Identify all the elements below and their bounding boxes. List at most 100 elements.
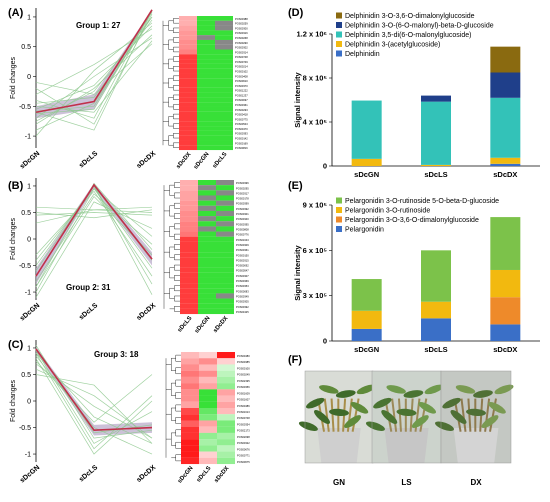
heatmap-cell bbox=[215, 111, 233, 117]
bar-segment bbox=[421, 318, 451, 341]
heatmap-cell bbox=[199, 401, 217, 409]
heatmap-row-label: POS00092 bbox=[236, 264, 249, 268]
heatmap-cell bbox=[181, 370, 199, 377]
heatmap-cell bbox=[215, 59, 233, 64]
orchid-leaf bbox=[418, 401, 437, 414]
orchid-leaf bbox=[455, 385, 476, 394]
heatmap-cell bbox=[216, 195, 234, 201]
x-tick-label: sDcLS bbox=[424, 170, 447, 179]
heatmap-row-label: POS00392 bbox=[236, 207, 249, 211]
heatmap-cell bbox=[215, 16, 233, 21]
heatmap-row-label: POS00340 bbox=[236, 217, 249, 221]
heatmap-cell bbox=[197, 111, 215, 117]
heatmap-cell bbox=[215, 135, 233, 141]
heatmap-row-label: POS02173 bbox=[237, 429, 250, 433]
heatmap-cell bbox=[179, 68, 197, 74]
bar-segment bbox=[490, 269, 521, 298]
orchid-leaf bbox=[381, 410, 398, 424]
legend-swatch bbox=[336, 207, 342, 213]
heatmap-cell bbox=[197, 39, 215, 45]
heatmap-row-label: POS00816 bbox=[235, 146, 248, 150]
group-label: Group 3: 18 bbox=[94, 350, 139, 359]
heatmap-row-label: POS00392 bbox=[236, 305, 249, 309]
x-tick-label: sDcDX bbox=[493, 345, 517, 354]
heatmap-column-label: sDcGN bbox=[194, 315, 211, 334]
heatmap-cell bbox=[198, 241, 216, 248]
heatmap-cell bbox=[215, 73, 233, 79]
heatmap-cell bbox=[179, 97, 197, 103]
heatmap-cell bbox=[197, 145, 215, 151]
heatmap-row-label: POS00290 bbox=[235, 41, 248, 45]
y-tick-label: 1 bbox=[27, 183, 31, 190]
heatmap-cell bbox=[197, 25, 215, 31]
heatmap-row-label: POS00259 bbox=[235, 22, 248, 26]
panel-label-d: (D) bbox=[288, 7, 304, 19]
y-tick-label: 0.5 bbox=[21, 372, 31, 379]
group-label: Group 2: 31 bbox=[66, 283, 111, 292]
heatmap-cell bbox=[215, 39, 233, 45]
heatmap-cell bbox=[198, 236, 216, 242]
heatmap-row-label: POS00083 bbox=[236, 289, 249, 293]
heatmap-cell bbox=[180, 272, 198, 278]
orchid-stem bbox=[391, 398, 398, 432]
y-tick-label: 8 x 10⁵ bbox=[303, 74, 328, 83]
panel-label-c: (C) bbox=[8, 339, 24, 351]
heatmap-cell bbox=[199, 420, 217, 427]
plant-photo-dx bbox=[435, 370, 514, 464]
heatmap-cell bbox=[217, 432, 235, 440]
bar-segment bbox=[421, 250, 451, 302]
heatmap-row-label: POS01643 bbox=[236, 238, 249, 242]
heatmap-cell bbox=[180, 283, 198, 289]
heatmap-cell bbox=[180, 247, 198, 253]
heatmap-cell bbox=[199, 364, 217, 371]
heatmap-cell bbox=[199, 370, 217, 377]
orchid-stem bbox=[397, 398, 402, 432]
heatmap-cell bbox=[215, 63, 233, 69]
legend-swatch bbox=[336, 31, 342, 38]
x-tick-label: sDcDX bbox=[135, 464, 157, 484]
y-tick-label: 0 bbox=[323, 337, 327, 346]
heatmap-cell bbox=[217, 420, 235, 427]
heatmap-cell bbox=[215, 92, 233, 98]
heatmap-cell bbox=[179, 140, 197, 146]
heatmap-cell bbox=[179, 73, 197, 79]
heatmap-cell bbox=[199, 376, 217, 384]
y-tick-label: -1 bbox=[25, 452, 31, 459]
heatmap-cell bbox=[216, 298, 234, 304]
legend-label: Pelargonidin 3-O-rutinoside bbox=[345, 208, 430, 215]
series-line bbox=[35, 206, 153, 211]
series-line bbox=[35, 188, 153, 269]
heatmap-row-label: POS00543 bbox=[235, 122, 248, 126]
heatmap-cell bbox=[180, 180, 198, 186]
bar-segment bbox=[490, 157, 521, 164]
bar-segment bbox=[351, 328, 382, 341]
heatmap-cell bbox=[215, 97, 233, 103]
y-tick-label: 0.5 bbox=[21, 210, 31, 217]
y-tick-label: 1.2 x 10⁶ bbox=[296, 30, 327, 39]
x-tick-label: sDcLS bbox=[78, 302, 99, 322]
heatmap-row-label: POS00370 bbox=[235, 84, 248, 88]
heatmap-row-label: POS00305 bbox=[236, 300, 249, 304]
orchid-leaf bbox=[494, 384, 514, 395]
orchid-leaf bbox=[488, 401, 506, 414]
heatmap-cell bbox=[217, 414, 235, 421]
heatmap-cell bbox=[197, 126, 215, 131]
heatmap-cell bbox=[216, 236, 234, 242]
heatmap-cell bbox=[197, 44, 215, 50]
y-tick-label: -1 bbox=[25, 134, 31, 141]
heatmap-cell bbox=[197, 121, 215, 127]
heatmap-cell bbox=[180, 308, 198, 315]
heatmap-cell bbox=[217, 426, 235, 433]
heatmap-row-label: POS00268 bbox=[235, 36, 248, 40]
heatmap-cell bbox=[197, 135, 215, 141]
heatmap-cell bbox=[198, 180, 216, 186]
heatmap-row-label: POS00315 bbox=[236, 258, 249, 262]
bar-segment bbox=[351, 100, 382, 159]
heatmap-cell bbox=[197, 130, 215, 136]
orchid-leaf bbox=[411, 415, 429, 429]
heatmap-cell bbox=[217, 376, 235, 384]
heatmap-cell bbox=[198, 190, 216, 196]
heatmap-cell bbox=[217, 408, 235, 415]
y-tick-label: -1 bbox=[25, 290, 31, 297]
mean-line bbox=[35, 183, 153, 277]
